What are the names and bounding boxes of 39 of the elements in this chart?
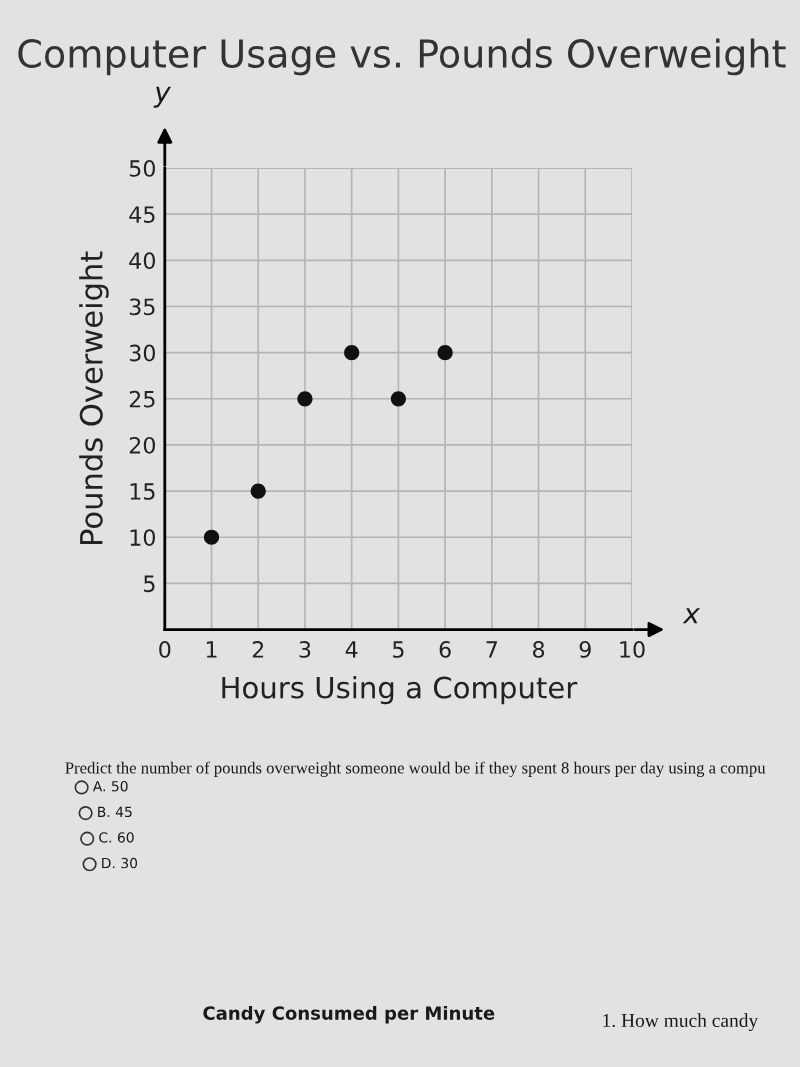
y-tick-label: 25 <box>129 390 155 408</box>
x-tick-label: 8 <box>533 641 545 658</box>
y-axis-title: Pounds Overweight <box>79 251 109 544</box>
point <box>390 391 407 407</box>
text: A. 50 <box>92 780 128 792</box>
x-tick-label: 2 <box>252 641 264 658</box>
x-tick-label: 10 <box>620 641 645 658</box>
text: x <box>682 608 701 624</box>
y-tick-label: 20 <box>129 436 155 454</box>
x-tick-label: 5 <box>393 641 404 658</box>
chart-title: Computer Usage vs. Pounds Overweight <box>18 38 786 76</box>
y-tick-label: 50 <box>129 160 155 177</box>
x-tick-label: 3 <box>299 641 311 658</box>
text: B. 45 <box>98 806 132 818</box>
y-tick-label: 10 <box>130 529 155 546</box>
y-tick-label: 5 <box>144 575 155 593</box>
point <box>297 391 313 407</box>
y-tick-label: 15 <box>130 483 155 500</box>
x-tick-label: 9 <box>579 641 591 658</box>
x-tick-label: 7 <box>486 641 498 658</box>
text: 1. How much candy <box>603 1013 759 1032</box>
point <box>203 529 220 545</box>
x-tick-label: 6 <box>439 641 451 658</box>
x-tick-label: 1 <box>206 641 217 658</box>
text: Candy Consumed per Minute <box>203 1005 495 1024</box>
text: y <box>153 86 171 108</box>
text: Predict the number of pounds overweight someone would be if they spent 8 hours per day using a compu <box>65 761 766 777</box>
point <box>250 483 266 499</box>
text: D. 30 <box>102 857 138 869</box>
text: C. 60 <box>99 832 134 843</box>
y-tick-label: 35 <box>129 298 155 316</box>
x-tick-label: 0 <box>159 641 171 658</box>
x-tick-label: 4 <box>345 641 358 658</box>
point <box>344 345 360 361</box>
y-tick-label: 30 <box>129 344 155 362</box>
y-tick-label: 40 <box>129 252 155 270</box>
point <box>437 345 453 361</box>
x-axis-title: Hours Using a Computer <box>222 676 578 705</box>
y-tick-label: 45 <box>129 206 155 223</box>
